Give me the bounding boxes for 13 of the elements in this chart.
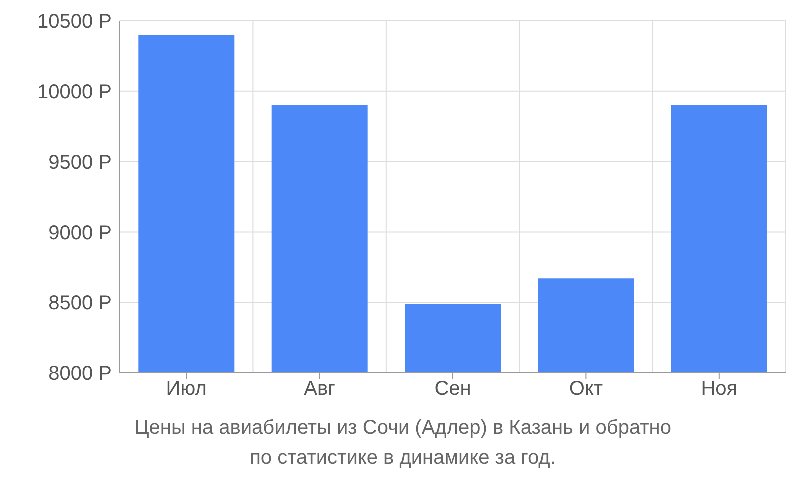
y-tick-label: 8000 Р [48, 363, 112, 386]
x-tick-label: Ноя [701, 378, 738, 400]
y-tick-label: 9500 Р [48, 152, 112, 174]
x-tick-label: Сен [434, 378, 472, 400]
y-tick-label: 10500 Р [37, 11, 112, 34]
x-tick-label: Июл [166, 378, 207, 400]
y-tick-label: 9000 Р [48, 222, 112, 244]
x-tick-label: Авг [304, 378, 336, 400]
y-tick-label: 10000 Р [37, 82, 112, 104]
text: Цены на авиабилеты из Сочи (Адлер) в Казань и обратно [134, 416, 672, 441]
x-tick-label: Окт [569, 378, 604, 400]
text: по статистике в динамике за год. [249, 446, 557, 471]
y-tick-label: 8500 Р [48, 292, 112, 315]
